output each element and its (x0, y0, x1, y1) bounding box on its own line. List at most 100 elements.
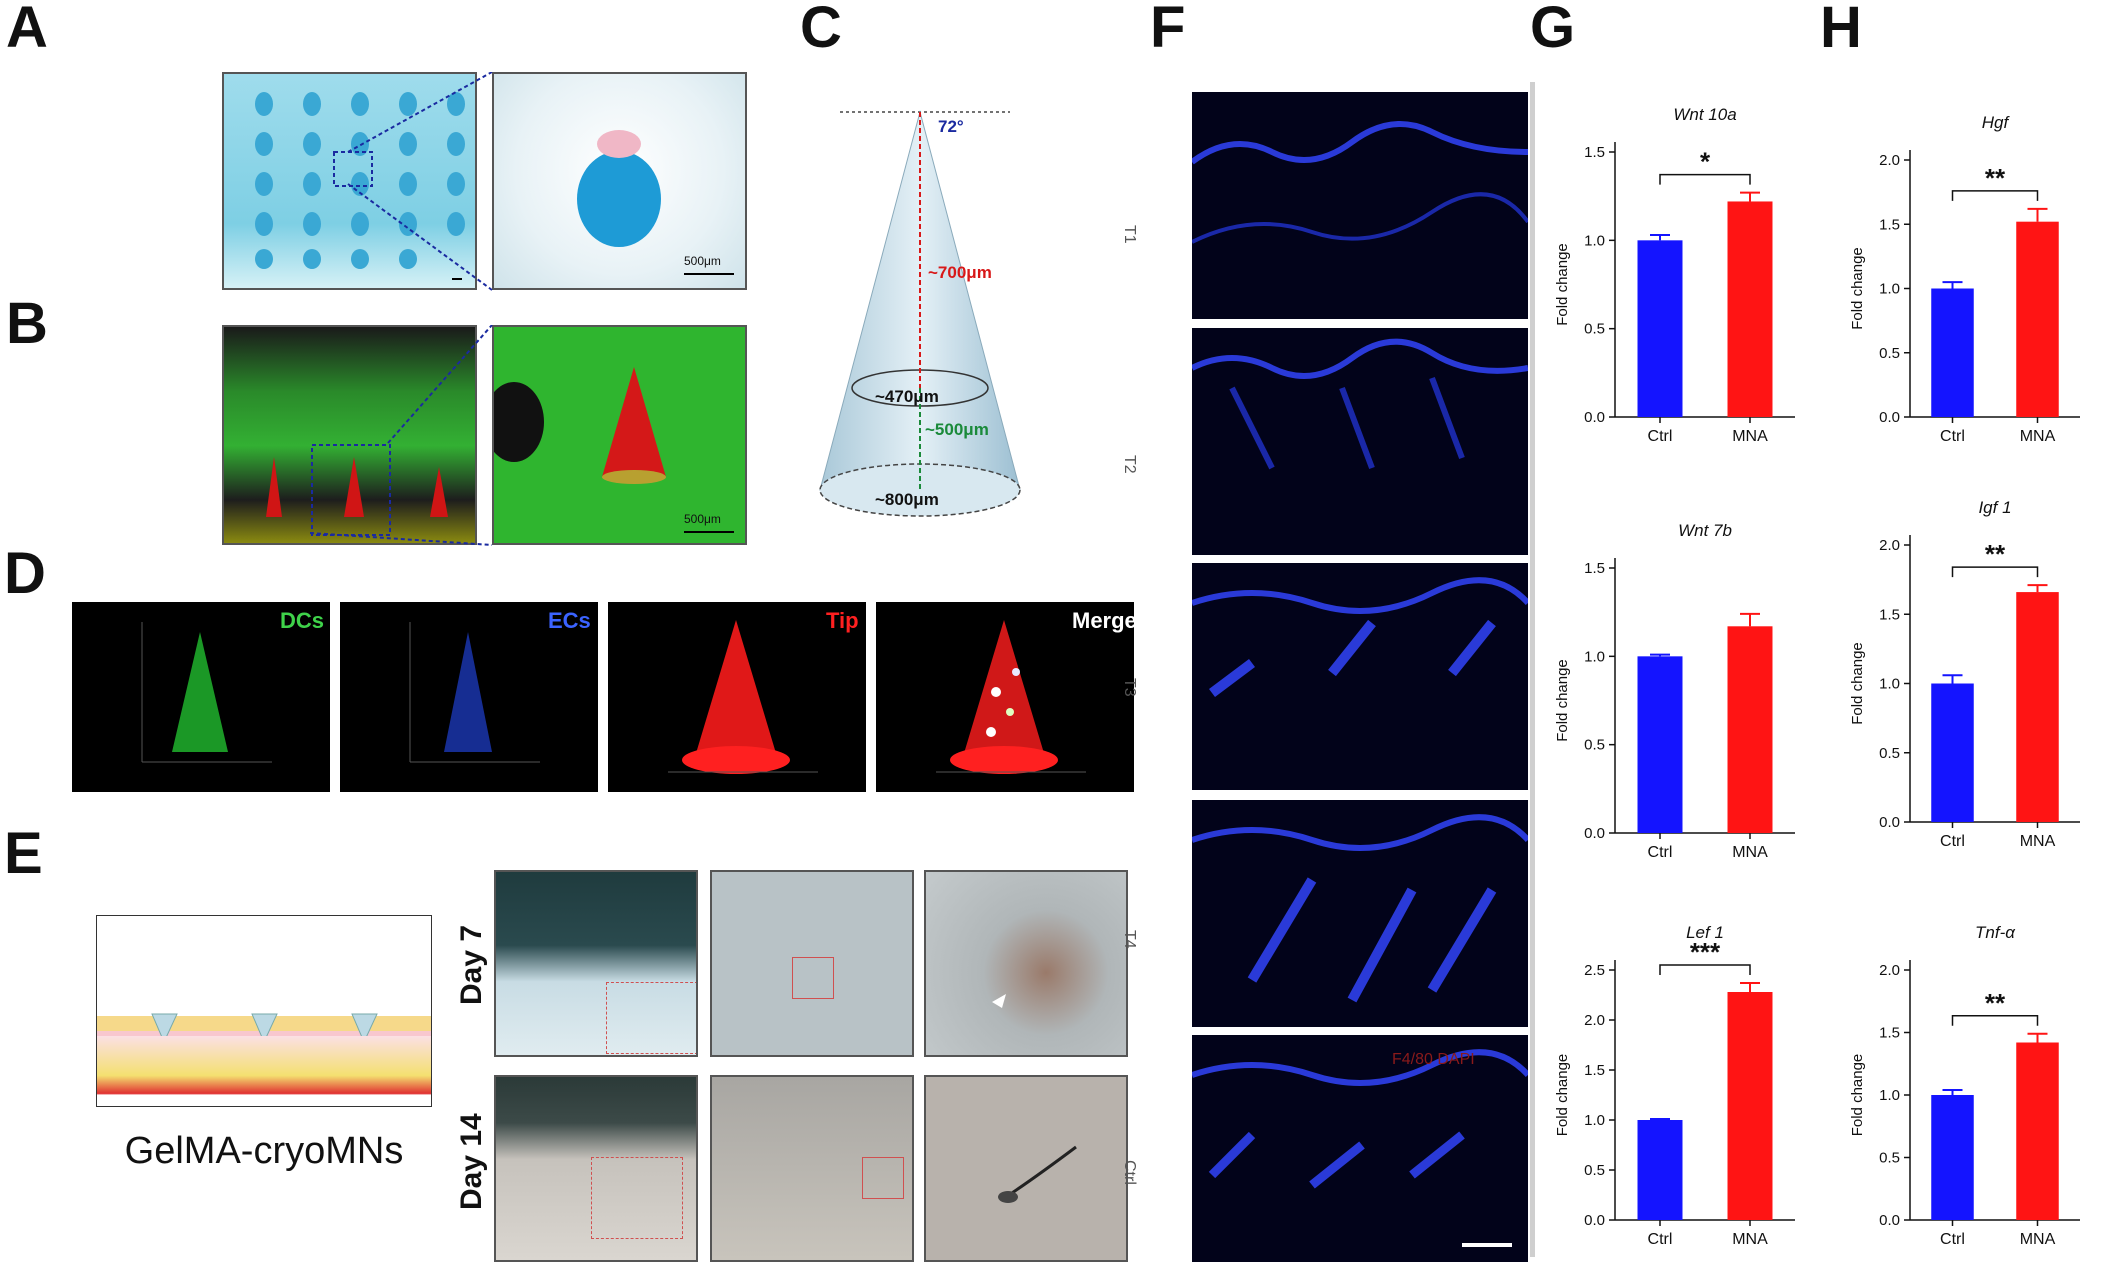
chart-tnfa: Tnf-α Fold change 0.0 0.5 1.0 1.5 2.0 Ctrl MNA ** (1849, 923, 2080, 1248)
chart-1-ytick-label: 0.5 (1584, 737, 1605, 754)
chart-1-bar-ctrl (1637, 656, 1683, 833)
panel-f-t1-image (1192, 92, 1528, 319)
panel-d-label-tip: Tip (826, 608, 859, 633)
chart-5-ytick-label: 1.5 (1879, 1025, 1900, 1042)
chart-4-ytick-label: 2.0 (1879, 537, 1900, 554)
chart-3-sig-bracket (1951, 190, 2039, 201)
chart-5-xtick-label: MNA (2020, 1231, 2056, 1248)
microneedle-zoom-graphic (577, 130, 734, 275)
chart-1-ytick-label: 1.0 (1584, 648, 1605, 665)
chart-5-sig-label: ** (1985, 988, 2006, 1018)
chart-5-ytick-label: 1.0 (1879, 1087, 1900, 1104)
panel-d-ecs-image (340, 602, 598, 792)
chart-4-sig-label: ** (1985, 539, 2006, 569)
chart-1-xtick-label: Ctrl (1648, 844, 1673, 861)
panel-f-t4-image (1192, 800, 1528, 1027)
day7-mid-image (710, 870, 914, 1057)
panel-letter-h: H (1820, 0, 1862, 60)
panel-b-zoom-image: 500μm (492, 325, 747, 545)
cone-diam-base-label: ~800μm (875, 490, 939, 509)
chart-3-ytick-label: 0.0 (1879, 409, 1900, 426)
chart-1-ytick-label: 1.5 (1584, 560, 1605, 577)
chart-3-xtick-label: Ctrl (1940, 428, 1965, 445)
day14-zoom-image (924, 1075, 1128, 1262)
panel-a-zoom-lines (347, 72, 493, 291)
fluorescent-zoom-graphic (494, 367, 734, 533)
chart-4-sig-bracket (1951, 566, 2039, 578)
panel-f-label-t3: T3 (1121, 678, 1138, 697)
chart-3-ytick-label: 0.5 (1879, 345, 1900, 362)
chart-lef1: Lef 1 Fold change 0.0 0.5 1.0 1.5 2.0 2.5 Ctrl MN… (1554, 923, 1795, 1248)
chart-hgf: Hgf Fold change 0.0 0.5 1.0 1.5 2.0 Ctrl MNA ** (1849, 113, 2080, 445)
chart-0-bar-ctrl (1637, 240, 1683, 417)
panel-f-divider (1530, 82, 1535, 1257)
chart-2-bar-ctrl (1637, 1120, 1683, 1220)
panel-a-scale-label: 500μm (684, 254, 721, 268)
cone-angle-label: 72° (938, 117, 964, 136)
chart-5-ylabel: Fold change (1849, 1054, 1866, 1137)
day7-arrow-graphic (992, 994, 1006, 1008)
day7-overview-image (494, 870, 698, 1057)
chart-2-ytick-label: 2.5 (1584, 962, 1605, 979)
chart-2-ytick-label: 1.5 (1584, 1062, 1605, 1079)
panel-f-t3-image (1192, 563, 1528, 790)
chart-5-sig-bracket (1951, 1015, 2039, 1026)
chart-4-ytick-label: 0.0 (1879, 814, 1900, 831)
chart-5-title: Tnf-α (1975, 923, 2016, 942)
chart-0-ytick-label: 1.5 (1584, 144, 1605, 161)
dcs-3d-render (141, 622, 272, 763)
chart-2-ytick-label: 0.5 (1584, 1162, 1605, 1179)
chart-4-xtick-label: Ctrl (1940, 833, 1965, 850)
day14-overview-zoom-box (591, 1157, 683, 1239)
panel-d-dcs-image (72, 602, 330, 792)
chart-1-xtick-label: MNA (1732, 844, 1768, 861)
ecs-3d-render (409, 622, 540, 763)
chart-2-sig-label: *** (1690, 937, 1721, 967)
panel-e-schematic (96, 915, 432, 1107)
chart-2-ytick-label: 2.0 (1584, 1012, 1605, 1029)
chart-2-xtick-label: MNA (1732, 1231, 1768, 1248)
chart-3-ytick-label: 1.5 (1879, 216, 1900, 233)
chart-3-sig-label: ** (1985, 163, 2006, 193)
panel-c-cone-diagram: 72° ~700μm ~470μm ~500μm ~800μm (819, 110, 1021, 517)
chart-4-ytick-label: 0.5 (1879, 745, 1900, 762)
panel-f-label-ctrl: Ctrl (1121, 1160, 1138, 1185)
panel-f-label-t4: T4 (1121, 930, 1138, 949)
t4-tissue-graphic (1192, 814, 1528, 1003)
panel-e-day14-label: Day 14 (455, 1113, 488, 1210)
panel-d-tip-image (608, 602, 866, 792)
chart-2-bar-mna (1727, 992, 1773, 1220)
day14-mid-image (710, 1075, 914, 1262)
panel-a-zoom-image: 500μm (492, 72, 747, 290)
cone-diam-mid-label: ~470μm (875, 387, 939, 406)
panel-d-label-dcs: DCs (280, 608, 325, 633)
chart-4-ylabel: Fold change (1849, 642, 1866, 725)
panel-letter-c: C (800, 0, 842, 60)
panel-letter-g: G (1530, 0, 1576, 60)
chart-2-xtick-label: Ctrl (1648, 1231, 1673, 1248)
panel-f-label-t2: T2 (1121, 455, 1138, 474)
t2-tissue-graphic (1192, 338, 1528, 470)
chart-1-ylabel: Fold change (1554, 659, 1571, 742)
chart-4-bar-ctrl (1931, 683, 1974, 822)
chart-0-sig-label: * (1700, 147, 1711, 177)
cone-height-bottom-label: ~500μm (925, 420, 989, 439)
chart-5-ytick-label: 0.0 (1879, 1212, 1900, 1229)
chart-3-title: Hgf (1982, 113, 2011, 132)
chart-5-ytick-label: 2.0 (1879, 962, 1900, 979)
chart-4-xtick-label: MNA (2020, 833, 2056, 850)
cone-height-top-label: ~700μm (928, 263, 992, 282)
day7-mid-zoom-box (792, 957, 834, 999)
tip-3d-render (668, 620, 818, 774)
panel-f-stain-label: F4/80 DAPI (1392, 1051, 1475, 1068)
merge-3d-render (936, 620, 1086, 774)
panel-letter-a: A (6, 0, 48, 60)
t1-tissue-graphic (1192, 121, 1528, 244)
chart-0-sig-bracket (1659, 173, 1751, 185)
chart-0-bar-mna (1727, 201, 1773, 417)
day14-overview-image (494, 1075, 698, 1262)
panel-b-array-image (222, 325, 477, 545)
panel-e-day7-label: Day 7 (455, 924, 488, 1005)
chart-0-ylabel: Fold change (1554, 243, 1571, 326)
chart-0-ytick-label: 1.0 (1584, 232, 1605, 249)
